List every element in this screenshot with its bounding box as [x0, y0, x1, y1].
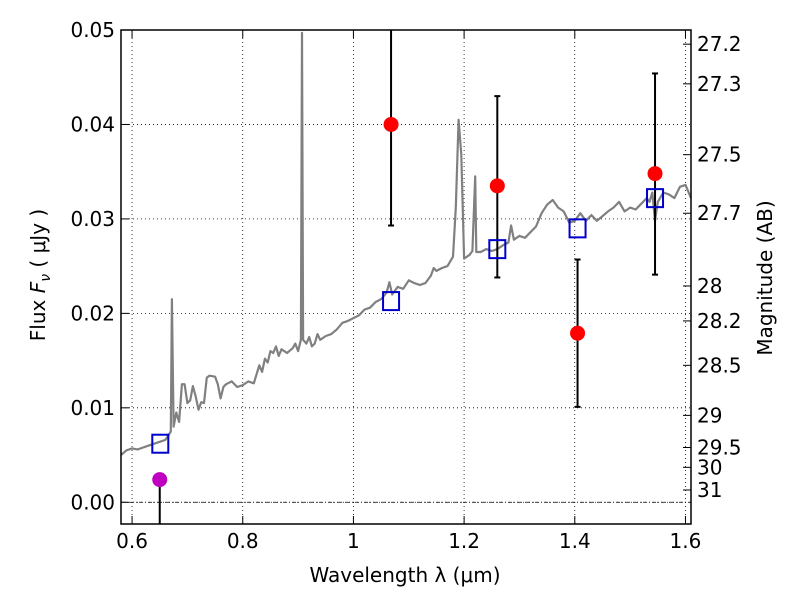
model-square-point	[151, 433, 170, 454]
y-tick-label: 0.02	[70, 301, 115, 325]
y2-tick-label: 28	[697, 274, 722, 298]
model-square-point	[488, 239, 507, 260]
grid-lines	[121, 29, 691, 524]
y2-tick-label: 28.5	[697, 353, 742, 377]
y-tick-label: 0.00	[70, 490, 115, 514]
photometry-point	[647, 166, 663, 182]
x-tick-label: 0.6	[116, 529, 148, 553]
photometry-points	[152, 116, 663, 488]
photometry-point	[570, 325, 586, 341]
y2-tick-label: 27.2	[697, 32, 742, 56]
model-square-point	[568, 218, 587, 239]
model-square-point	[646, 188, 665, 209]
model-squares	[151, 188, 665, 454]
y2-tick-label: 29	[697, 403, 722, 427]
y-tick-label: 0.05	[70, 18, 115, 42]
photometry-point	[383, 116, 399, 132]
y-axis-label-symbol: F	[26, 281, 50, 293]
x-tick-labels: 0.6 0.8 1 1.2 1.4 1.6	[116, 529, 701, 553]
y2-tick-label: 29.5	[697, 435, 742, 459]
x-tick-label: 0.8	[227, 529, 259, 553]
y2-tick-label: 27.7	[697, 201, 742, 225]
y2-tick-label: 30	[697, 455, 722, 479]
x-tick-label: 1.4	[559, 529, 591, 553]
y-tick-labels: 0.00 0.01 0.02 0.03 0.04 0.05	[70, 18, 115, 514]
y-axis-label: Flux Fν ( μJy )	[26, 209, 54, 341]
spectrum-line	[120, 31, 693, 456]
error-bars	[158, 30, 659, 524]
photometry-point	[489, 178, 505, 194]
x-tick-label: 1.6	[670, 529, 702, 553]
model-square-point	[382, 291, 401, 312]
x-tick-label: 1	[347, 529, 360, 553]
y-tick-label: 0.03	[70, 207, 115, 231]
y2-tick-label: 27.5	[697, 143, 742, 167]
spectrum-series	[120, 31, 693, 456]
plot-frame	[120, 29, 692, 525]
y-axis-label-prefix: Flux	[26, 293, 50, 341]
x-tick-label: 1.2	[448, 529, 480, 553]
y2-tick-label: 31	[697, 478, 722, 502]
y2-tick-label: 28.2	[697, 309, 742, 333]
y2-axis-label: Magnitude (AB)	[753, 200, 777, 355]
y-tick-label: 0.04	[70, 112, 115, 136]
photometry-point	[152, 472, 168, 488]
x-axis-label: Wavelength λ (μm)	[309, 563, 500, 587]
y-tick-label: 0.01	[70, 396, 115, 420]
axis-ticks	[121, 29, 691, 524]
y-axis-label-unit: ( μJy )	[26, 209, 50, 274]
y-axis-label-subscript: ν	[38, 274, 54, 282]
y2-tick-label: 27.3	[697, 72, 742, 96]
